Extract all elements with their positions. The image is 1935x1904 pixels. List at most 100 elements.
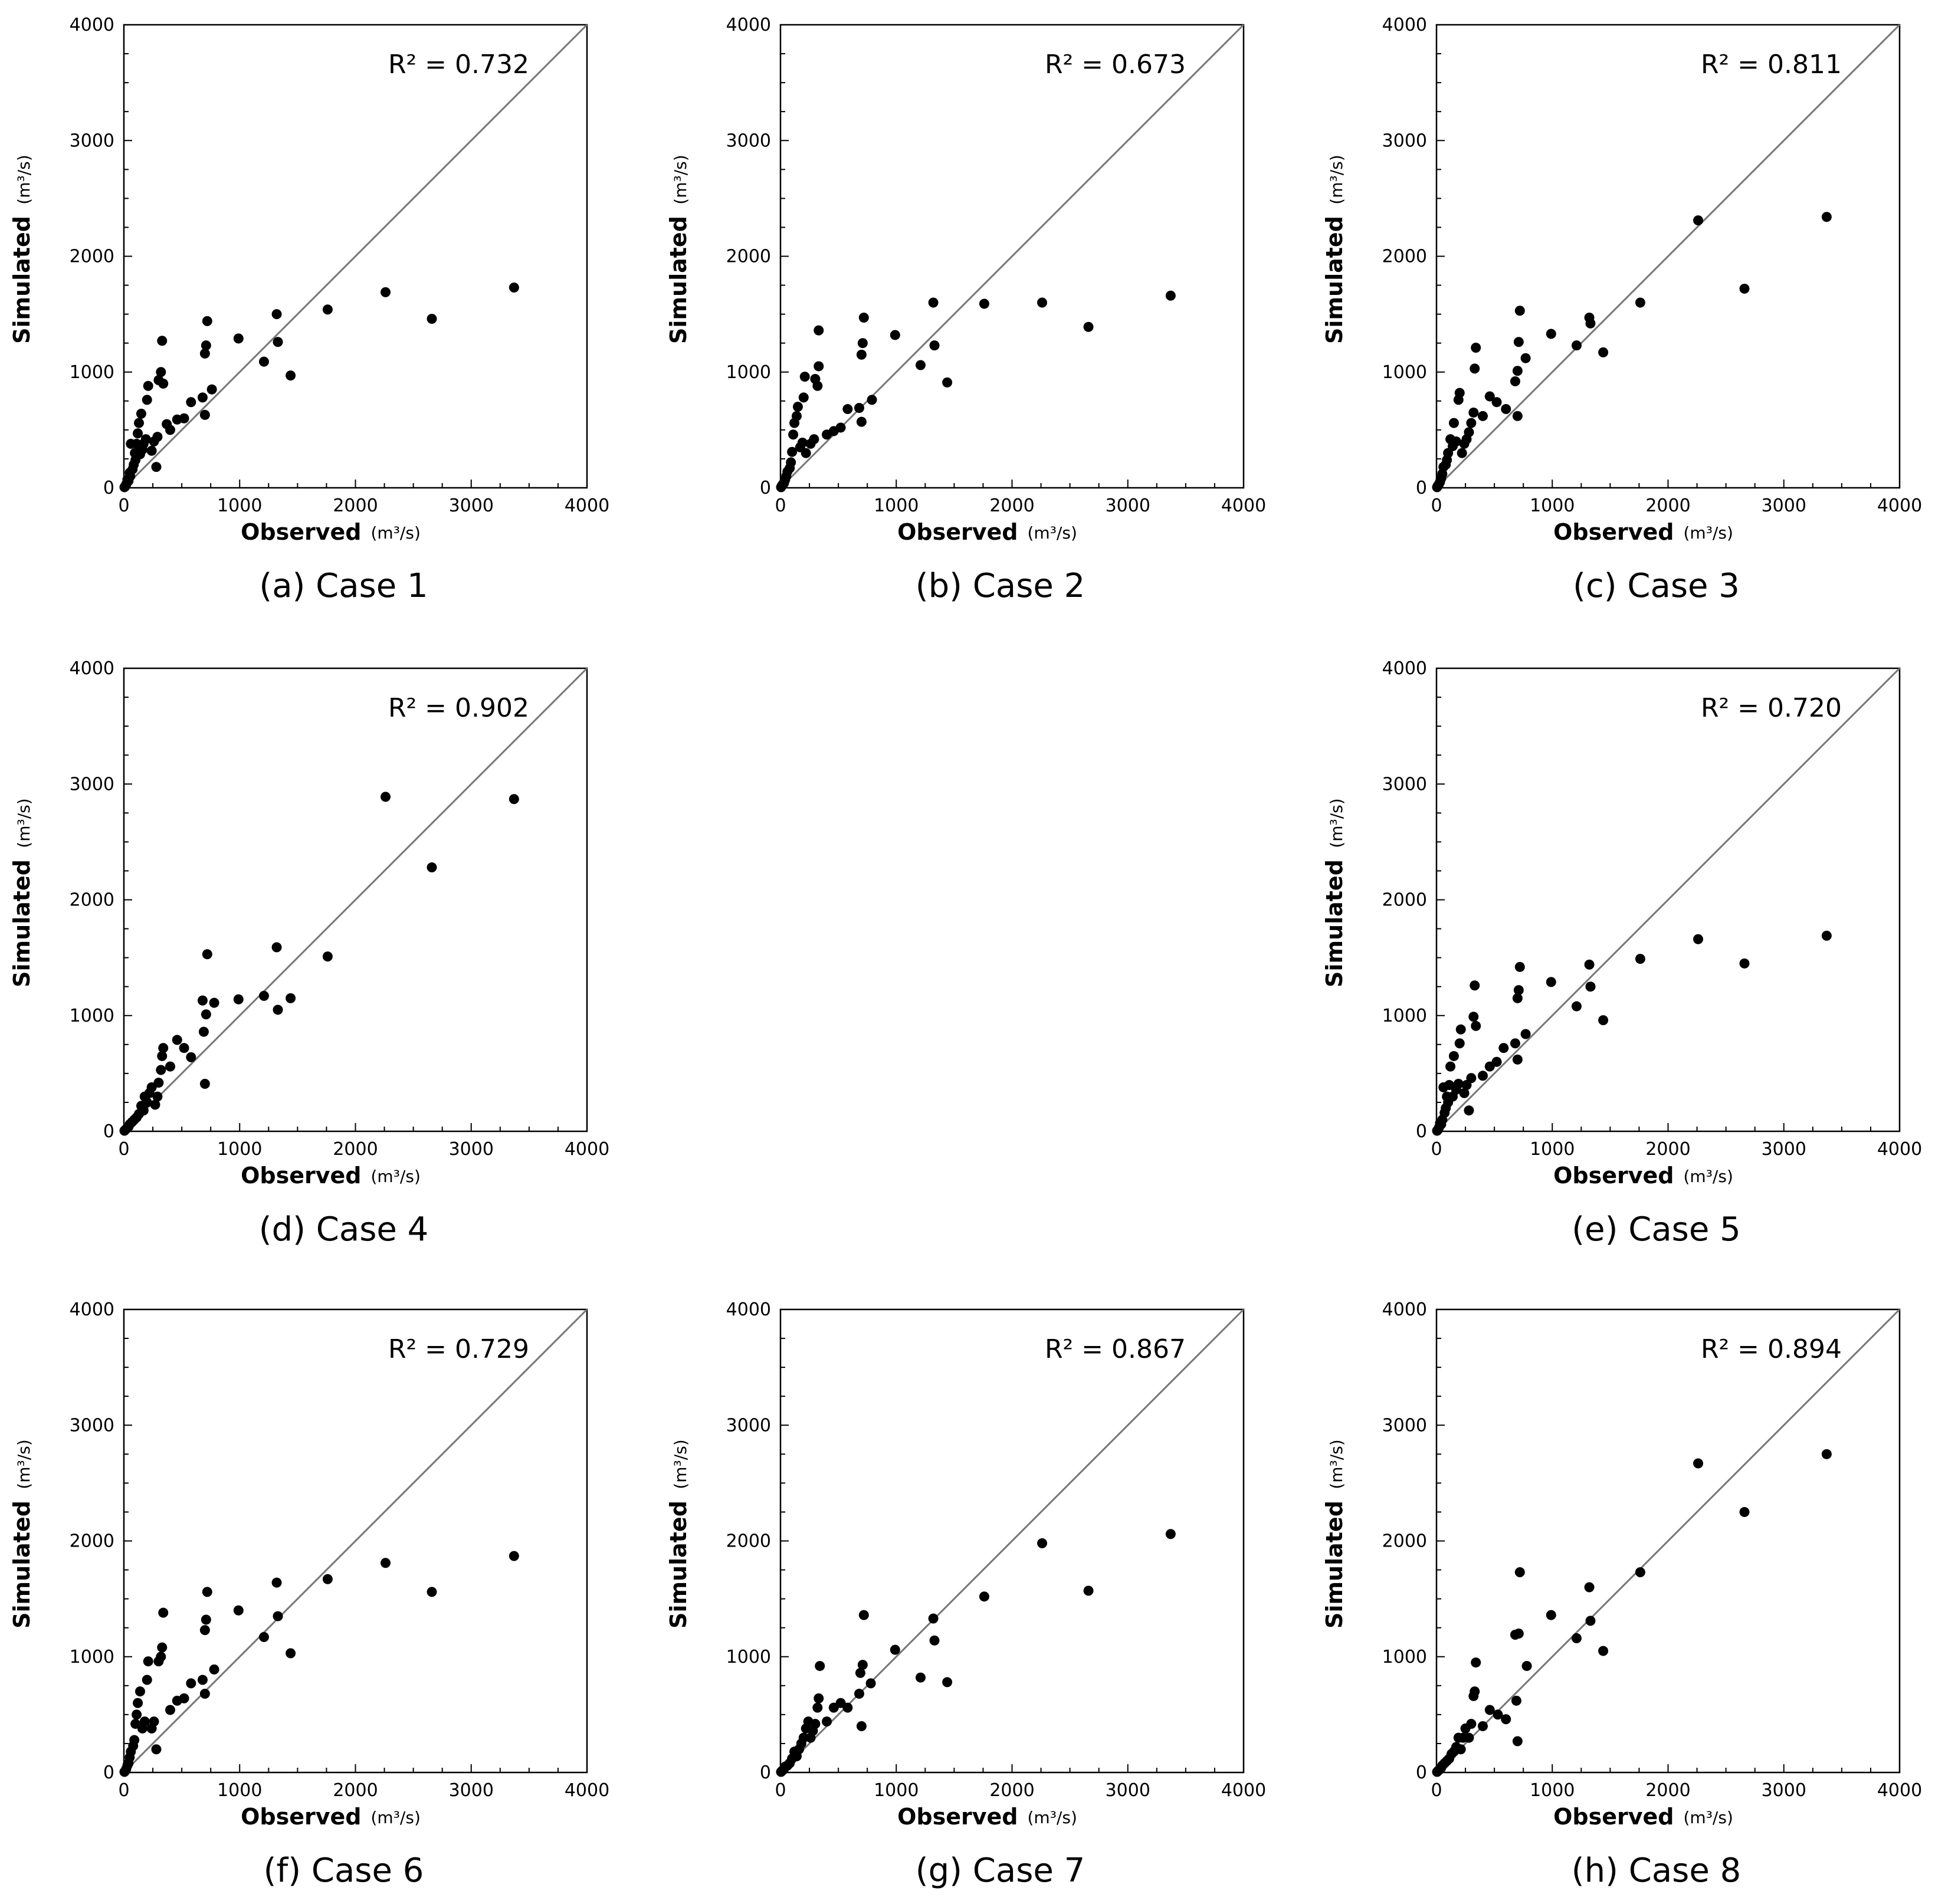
data-point [427,862,437,873]
y-tick-label: 2000 [1382,247,1427,267]
y-tick-label: 4000 [70,1299,114,1320]
one-to-one-line [1435,24,1901,489]
data-point [1546,977,1556,987]
data-point [1546,1610,1556,1620]
data-point [915,360,926,370]
data-point [165,1061,175,1072]
y-tick-label: 0 [103,1121,114,1142]
data-point [1491,397,1502,408]
data-point [1165,290,1176,301]
data-point [233,994,244,1004]
y-tick-label: 1000 [1382,1006,1427,1026]
y-tick-label: 1000 [1382,1647,1427,1667]
data-point [322,304,333,315]
x-tick-label: 1000 [874,495,919,516]
data-point [1514,1567,1525,1577]
data-point [156,1065,166,1075]
data-point [1739,1506,1750,1517]
data-point [134,418,145,428]
x-axis-title: Observed [241,1804,361,1830]
data-point [890,1644,900,1655]
data-point [856,349,867,360]
data-point [1165,1529,1176,1539]
r-squared-label: R² = 0.867 [1045,1334,1186,1364]
data-point [165,1705,175,1715]
x-tick-label: 2000 [333,1780,378,1801]
x-axis-unit: (m³/s) [371,1808,421,1827]
data-point [199,348,210,359]
data-point [133,428,143,439]
data-point [814,1693,824,1703]
data-point [1457,448,1467,458]
data-point [258,990,269,1001]
data-point [1493,1709,1503,1720]
data-point [1466,418,1477,428]
y-axis-title: Simulated [665,1501,691,1629]
x-tick-label: 4000 [565,1139,609,1160]
y-tick-label: 2000 [70,890,114,911]
data-point [1513,985,1524,996]
x-tick-label: 0 [118,495,129,516]
y-tick-label: 0 [1416,1121,1427,1142]
data-point [162,419,172,429]
data-point [1432,1125,1442,1136]
data-point [857,338,868,349]
data-point [1571,340,1582,351]
x-axis-title: Observed [1553,519,1674,545]
data-point [1821,212,1832,222]
x-tick-label: 4000 [1221,495,1266,516]
data-point [139,1091,150,1102]
data-points [119,792,519,1136]
y-axis-title: Simulated [1321,216,1347,344]
y-tick-label: 2000 [726,247,771,267]
data-point [1501,404,1511,415]
x-tick-label: 1000 [1530,1139,1575,1160]
x-tick-label: 4000 [1877,495,1922,516]
data-point [322,951,333,962]
y-axis-title: Simulated [1321,1501,1347,1629]
one-to-one-line [123,1308,588,1774]
data-point [172,414,182,425]
data-point [1635,1567,1645,1577]
data-point [273,1004,283,1015]
data-point [1037,297,1048,308]
data-point [1501,1714,1511,1725]
data-point [1445,1061,1456,1072]
data-point [776,1767,786,1777]
y-axis-unit: (m³/s) [14,798,34,848]
data-point [202,1587,212,1597]
data-point [1739,958,1750,969]
data-point [929,340,940,351]
x-axis-title: Observed [241,519,361,545]
data-point [1478,411,1488,421]
data-point [1635,954,1645,964]
x-axis-unit: (m³/s) [1684,523,1733,543]
data-point [209,1664,219,1675]
data-point [509,1551,519,1561]
y-axis-unit: (m³/s) [1327,155,1346,204]
y-tick-label: 2000 [1382,890,1427,911]
data-point [233,1605,244,1616]
ticks [1436,668,1900,1132]
y-tick-label: 1000 [726,362,771,383]
data-point [119,482,130,493]
data-point [152,1091,163,1102]
data-point [1460,1723,1471,1734]
ticks [780,1309,1244,1773]
data-point [1546,329,1556,339]
data-point [199,1689,210,1699]
data-point [805,438,816,449]
data-point [271,1577,282,1588]
y-axis-title: Simulated [665,216,691,344]
data-point [199,1625,210,1636]
data-point [928,297,939,308]
data-point [197,392,208,403]
data-point [130,1719,141,1729]
data-point [1471,343,1481,353]
data-point [199,1079,210,1089]
r-squared-label: R² = 0.902 [388,693,529,723]
x-axis-title: Observed [897,1804,1018,1830]
data-point [842,404,853,415]
data-points [1432,212,1832,493]
data-point [157,1051,168,1061]
